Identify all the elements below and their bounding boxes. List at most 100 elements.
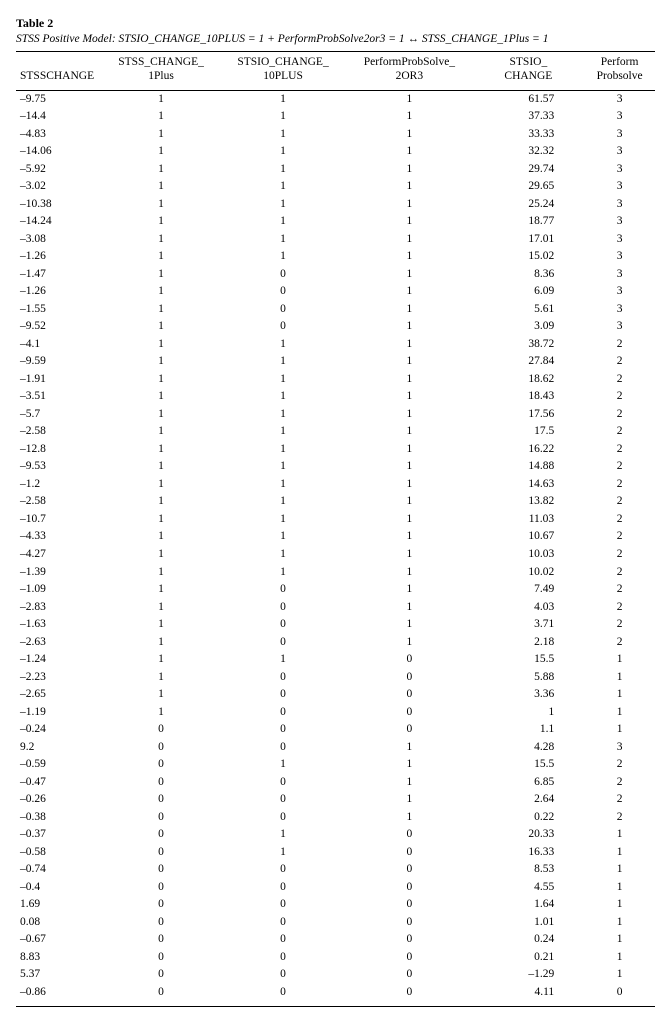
cell-r14-c2: 1 xyxy=(220,336,346,354)
cell-r47-c5: 1 xyxy=(584,914,655,932)
cell-r7-c4: 18.77 xyxy=(473,213,585,231)
cell-r50-c4: –1.29 xyxy=(473,966,585,984)
cell-r35-c1: 1 xyxy=(102,704,220,722)
cell-r19-c1: 1 xyxy=(102,423,220,441)
cell-r10-c4: 8.36 xyxy=(473,266,585,284)
cell-r35-c2: 0 xyxy=(220,704,346,722)
cell-r25-c5: 2 xyxy=(584,528,655,546)
cell-r45-c3: 0 xyxy=(346,879,472,897)
cell-r2-c2: 1 xyxy=(220,126,346,144)
table-row: 8.830000.211 xyxy=(16,949,655,967)
cell-r40-c3: 1 xyxy=(346,791,472,809)
cell-r40-c4: 2.64 xyxy=(473,791,585,809)
cell-r6-c2: 1 xyxy=(220,196,346,214)
cell-r49-c1: 0 xyxy=(102,949,220,967)
cell-r30-c5: 2 xyxy=(584,616,655,634)
cell-r2-c5: 3 xyxy=(584,126,655,144)
cell-r0-c5: 3 xyxy=(584,90,655,108)
table-row: –3.0811117.013 xyxy=(16,231,655,249)
table-row: 0.080001.011 xyxy=(16,914,655,932)
cell-r1-c5: 3 xyxy=(584,108,655,126)
cell-r46-c3: 0 xyxy=(346,896,472,914)
cell-r13-c2: 0 xyxy=(220,318,346,336)
cell-r9-c5: 3 xyxy=(584,248,655,266)
table-row: –14.0611132.323 xyxy=(16,143,655,161)
cell-r13-c0: –9.52 xyxy=(16,318,102,336)
cell-r40-c5: 2 xyxy=(584,791,655,809)
cell-r41-c5: 2 xyxy=(584,809,655,827)
cell-r10-c2: 0 xyxy=(220,266,346,284)
cell-r38-c4: 15.5 xyxy=(473,756,585,774)
cell-r50-c3: 0 xyxy=(346,966,472,984)
table-row: –2.231005.881 xyxy=(16,669,655,687)
table-row: –0.670000.241 xyxy=(16,931,655,949)
table-row: –10.711111.032 xyxy=(16,511,655,529)
table-row: –0.380010.222 xyxy=(16,809,655,827)
data-table: STSSCHANGESTSS_CHANGE_1PlusSTSIO_CHANGE_… xyxy=(16,51,655,1007)
cell-r43-c1: 0 xyxy=(102,844,220,862)
cell-r25-c1: 1 xyxy=(102,528,220,546)
cell-r45-c0: –0.4 xyxy=(16,879,102,897)
table-row: –9.521013.093 xyxy=(16,318,655,336)
cell-r49-c3: 0 xyxy=(346,949,472,967)
cell-r42-c1: 0 xyxy=(102,826,220,844)
cell-r27-c5: 2 xyxy=(584,564,655,582)
table-row: –4.8311133.333 xyxy=(16,126,655,144)
cell-r31-c3: 1 xyxy=(346,634,472,652)
table-row: –1.471018.363 xyxy=(16,266,655,284)
cell-r51-c4: 4.11 xyxy=(473,984,585,1007)
cell-r34-c0: –2.65 xyxy=(16,686,102,704)
table-row: –0.740008.531 xyxy=(16,861,655,879)
cell-r11-c3: 1 xyxy=(346,283,472,301)
cell-r1-c1: 1 xyxy=(102,108,220,126)
cell-r3-c1: 1 xyxy=(102,143,220,161)
table-row: –2.651003.361 xyxy=(16,686,655,704)
cell-r4-c3: 1 xyxy=(346,161,472,179)
cell-r43-c0: –0.58 xyxy=(16,844,102,862)
table-row: –2.831014.032 xyxy=(16,599,655,617)
cell-r18-c0: –5.7 xyxy=(16,406,102,424)
cell-r18-c5: 2 xyxy=(584,406,655,424)
cell-r13-c5: 3 xyxy=(584,318,655,336)
cell-r19-c4: 17.5 xyxy=(473,423,585,441)
cell-r33-c1: 1 xyxy=(102,669,220,687)
cell-r31-c0: –2.63 xyxy=(16,634,102,652)
cell-r4-c4: 29.74 xyxy=(473,161,585,179)
cell-r44-c4: 8.53 xyxy=(473,861,585,879)
cell-r27-c1: 1 xyxy=(102,564,220,582)
table-caption: STSS Positive Model: STSIO_CHANGE_10PLUS… xyxy=(16,33,655,45)
cell-r12-c3: 1 xyxy=(346,301,472,319)
cell-r35-c5: 1 xyxy=(584,704,655,722)
col-header-0: STSSCHANGE xyxy=(16,52,102,91)
cell-r0-c2: 1 xyxy=(220,90,346,108)
cell-r2-c1: 1 xyxy=(102,126,220,144)
table-row: –9.5911127.842 xyxy=(16,353,655,371)
cell-r14-c4: 38.72 xyxy=(473,336,585,354)
cell-r6-c0: –10.38 xyxy=(16,196,102,214)
cell-r29-c4: 4.03 xyxy=(473,599,585,617)
table-row: –3.0211129.653 xyxy=(16,178,655,196)
cell-r33-c0: –2.23 xyxy=(16,669,102,687)
cell-r37-c0: 9.2 xyxy=(16,739,102,757)
table-row: –0.5801016.331 xyxy=(16,844,655,862)
cell-r39-c5: 2 xyxy=(584,774,655,792)
cell-r11-c4: 6.09 xyxy=(473,283,585,301)
cell-r23-c4: 13.82 xyxy=(473,493,585,511)
cell-r24-c1: 1 xyxy=(102,511,220,529)
table-row: –1.631013.712 xyxy=(16,616,655,634)
cell-r36-c4: 1.1 xyxy=(473,721,585,739)
cell-r7-c5: 3 xyxy=(584,213,655,231)
table-row: –2.631012.182 xyxy=(16,634,655,652)
cell-r23-c5: 2 xyxy=(584,493,655,511)
cell-r15-c3: 1 xyxy=(346,353,472,371)
cell-r48-c1: 0 xyxy=(102,931,220,949)
cell-r7-c0: –14.24 xyxy=(16,213,102,231)
cell-r5-c5: 3 xyxy=(584,178,655,196)
cell-r3-c5: 3 xyxy=(584,143,655,161)
cell-r12-c5: 3 xyxy=(584,301,655,319)
cell-r44-c2: 0 xyxy=(220,861,346,879)
cell-r20-c3: 1 xyxy=(346,441,472,459)
cell-r27-c4: 10.02 xyxy=(473,564,585,582)
cell-r28-c5: 2 xyxy=(584,581,655,599)
cell-r0-c0: –9.75 xyxy=(16,90,102,108)
